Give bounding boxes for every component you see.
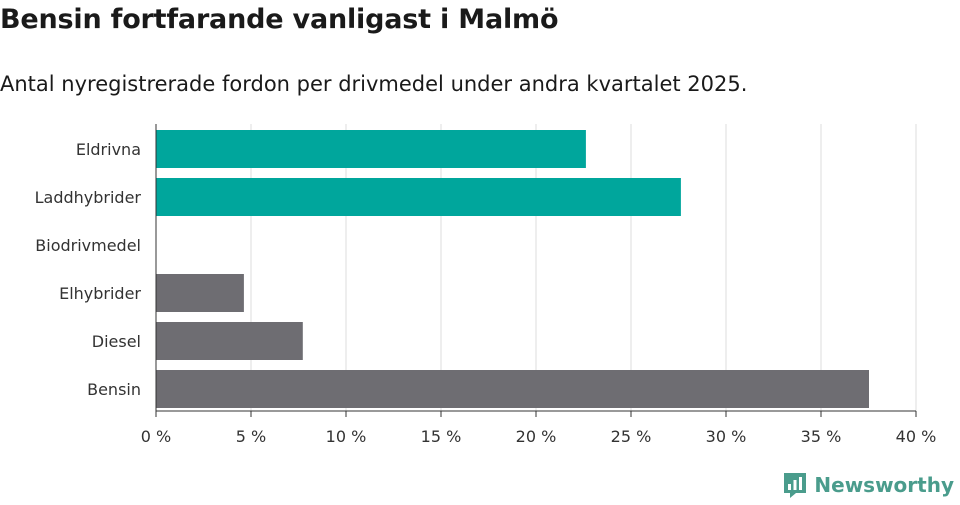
x-tick-label: 15 % bbox=[421, 427, 462, 446]
x-axis: 0 % 5 % 10 % 15 % 20 % 25 % 30 % 35 % 40 % bbox=[141, 124, 937, 446]
category-label: Laddhybrider bbox=[35, 188, 142, 207]
x-tick-label: 5 % bbox=[236, 427, 266, 446]
bar bbox=[156, 322, 303, 360]
brand-name: Newsworthy bbox=[814, 473, 954, 497]
newsworthy-logo-icon bbox=[784, 473, 807, 498]
chart-title: Bensin fortfarande vanligast i Malmö bbox=[0, 4, 559, 35]
brand-logo: Newsworthy bbox=[782, 471, 954, 499]
category-label: Biodrivmedel bbox=[35, 236, 141, 255]
bar bbox=[156, 178, 681, 216]
category-label: Bensin bbox=[87, 380, 141, 399]
x-tick-label: 20 % bbox=[516, 427, 557, 446]
x-tick-label: 30 % bbox=[706, 427, 747, 446]
bar bbox=[156, 130, 586, 168]
bars bbox=[156, 130, 869, 408]
x-tick-label: 0 % bbox=[141, 427, 171, 446]
x-tick-label: 35 % bbox=[801, 427, 842, 446]
category-label: Elhybrider bbox=[59, 284, 141, 303]
x-tick-label: 40 % bbox=[896, 427, 937, 446]
category-label: Eldrivna bbox=[76, 140, 141, 159]
bar bbox=[156, 370, 869, 408]
category-labels: Eldrivna Laddhybrider Biodrivmedel Elhybrid… bbox=[35, 140, 142, 399]
grid-lines bbox=[250, 124, 917, 411]
category-label: Diesel bbox=[92, 332, 141, 351]
bar bbox=[156, 274, 244, 312]
chart-subtitle: Antal nyregistrerade fordon per drivmede… bbox=[0, 72, 748, 96]
x-tick-label: 10 % bbox=[326, 427, 367, 446]
x-tick-label: 25 % bbox=[611, 427, 652, 446]
